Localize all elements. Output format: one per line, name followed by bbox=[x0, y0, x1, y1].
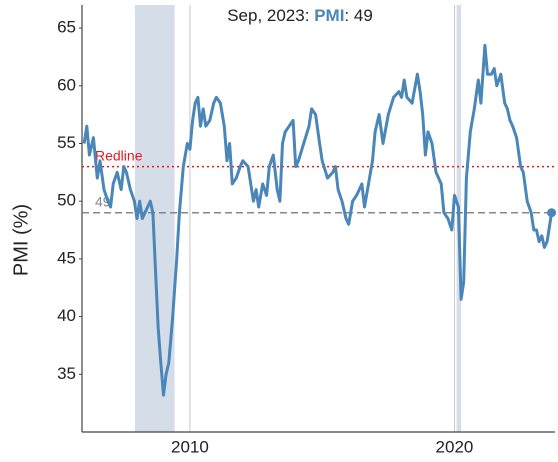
x-tick-label: 2020 bbox=[436, 437, 474, 456]
y-tick-label: 50 bbox=[57, 191, 76, 210]
y-tick-label: 35 bbox=[57, 364, 76, 383]
pmi-line bbox=[82, 43, 554, 397]
reference-label: Redline bbox=[95, 147, 143, 163]
x-tick-label: 2010 bbox=[171, 437, 209, 456]
y-axis-label: PMI (%) bbox=[10, 204, 32, 276]
title-value: : 49 bbox=[344, 6, 372, 25]
y-tick-label: 55 bbox=[57, 133, 76, 152]
y-tick-label: 65 bbox=[57, 18, 76, 37]
last-point bbox=[547, 208, 557, 218]
chart-title: Sep, 2023: PMI: 49 bbox=[227, 6, 373, 25]
y-tick-label: 60 bbox=[57, 75, 76, 94]
title-date: Sep, 2023: bbox=[227, 6, 309, 25]
y-tick-label: 45 bbox=[57, 248, 76, 267]
y-tick-label: 40 bbox=[57, 306, 76, 325]
title-series: PMI bbox=[314, 6, 344, 25]
